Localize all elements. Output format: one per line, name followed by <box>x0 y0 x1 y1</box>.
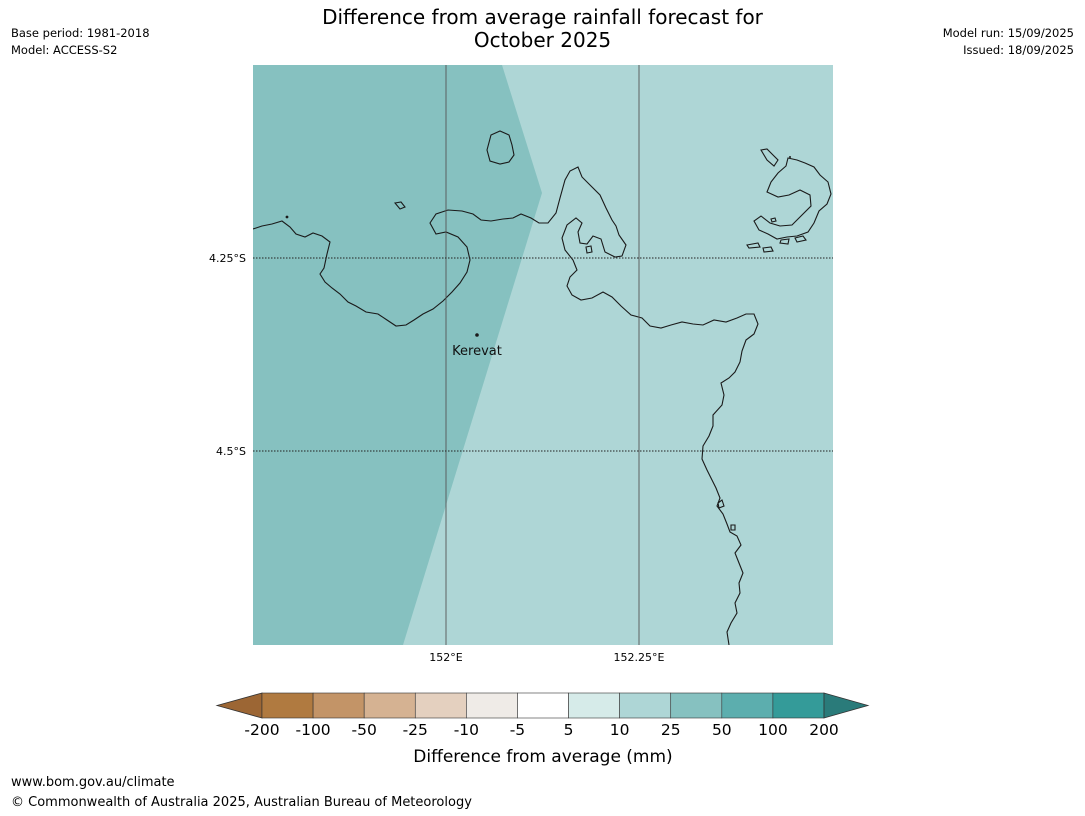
colorbar-swatch <box>466 692 518 719</box>
metadata-left: Base period: 1981-2018 Model: ACCESS-S2 <box>11 25 150 59</box>
colorbar-tick-label: 25 <box>661 721 681 739</box>
map-title: Difference from average rainfall forecas… <box>0 6 1085 52</box>
lon-label-152: 152°E <box>429 651 462 664</box>
issued-date: Issued: 18/09/2025 <box>963 43 1074 57</box>
islet <box>285 215 289 219</box>
graticule <box>253 65 833 645</box>
map-area: Kerevat <box>253 65 833 645</box>
colorbar-tick-label: 5 <box>564 721 574 739</box>
lon-label-152-25: 152.25°E <box>614 651 665 664</box>
colorbar-tick-label: -10 <box>454 721 479 739</box>
colorbar-swatch <box>312 692 365 719</box>
lat-label-4-25: 4.25°S <box>209 252 246 265</box>
colorbar-labels: -200 -100 -50 -25 -10 -5 5 10 25 50 100 200 <box>244 721 838 739</box>
colorbar-swatch <box>568 692 620 719</box>
colorbar-swatch <box>261 692 314 719</box>
colorbar-swatch <box>363 692 416 719</box>
colorbar-tick-label: -50 <box>352 721 377 739</box>
colorbar-swatch <box>721 692 774 719</box>
colorbar-tick-label: -25 <box>403 721 428 739</box>
colorbar-tick-label: -100 <box>295 721 330 739</box>
title-line-2: October 2025 <box>473 28 612 52</box>
title-line-1: Difference from average rainfall forecas… <box>322 5 763 29</box>
colorbar-swatch <box>772 692 825 719</box>
colorbar-tick-label: -200 <box>244 721 279 739</box>
place-label-kerevat: Kerevat <box>452 344 502 359</box>
colorbar-swatch <box>414 692 467 719</box>
colorbar-title: Difference from average (mm) <box>413 747 672 767</box>
colorbar-tick-label: 50 <box>712 721 732 739</box>
region-25-50 <box>253 65 542 645</box>
colorbar-tick-label: 10 <box>610 721 630 739</box>
model-run: Model run: 15/09/2025 <box>942 26 1074 40</box>
footer-copyright: © Commonwealth of Australia 2025, Austra… <box>11 795 472 810</box>
kerevat-marker <box>475 333 479 337</box>
footer-url: www.bom.gov.au/climate <box>11 775 175 790</box>
coastline <box>253 130 832 645</box>
colorbar-swatch <box>619 692 672 719</box>
colorbar-extend-high <box>823 692 870 719</box>
colorbar-swatch <box>670 692 723 719</box>
metadata-right: Model run: 15/09/2025 Issued: 18/09/2025 <box>943 25 1074 59</box>
model-name: Model: ACCESS-S2 <box>11 43 118 57</box>
base-period: Base period: 1981-2018 <box>11 26 150 40</box>
colorbar-tick-label: 200 <box>809 721 839 739</box>
colorbar-swatch <box>517 692 569 719</box>
colorbar-tick-label: -5 <box>510 721 525 739</box>
colorbar-tick-label: 100 <box>758 721 788 739</box>
colorbar-extend-low <box>215 692 263 719</box>
islet <box>789 156 791 158</box>
lat-label-4-5: 4.5°S <box>216 445 246 458</box>
colorbar <box>215 692 870 719</box>
